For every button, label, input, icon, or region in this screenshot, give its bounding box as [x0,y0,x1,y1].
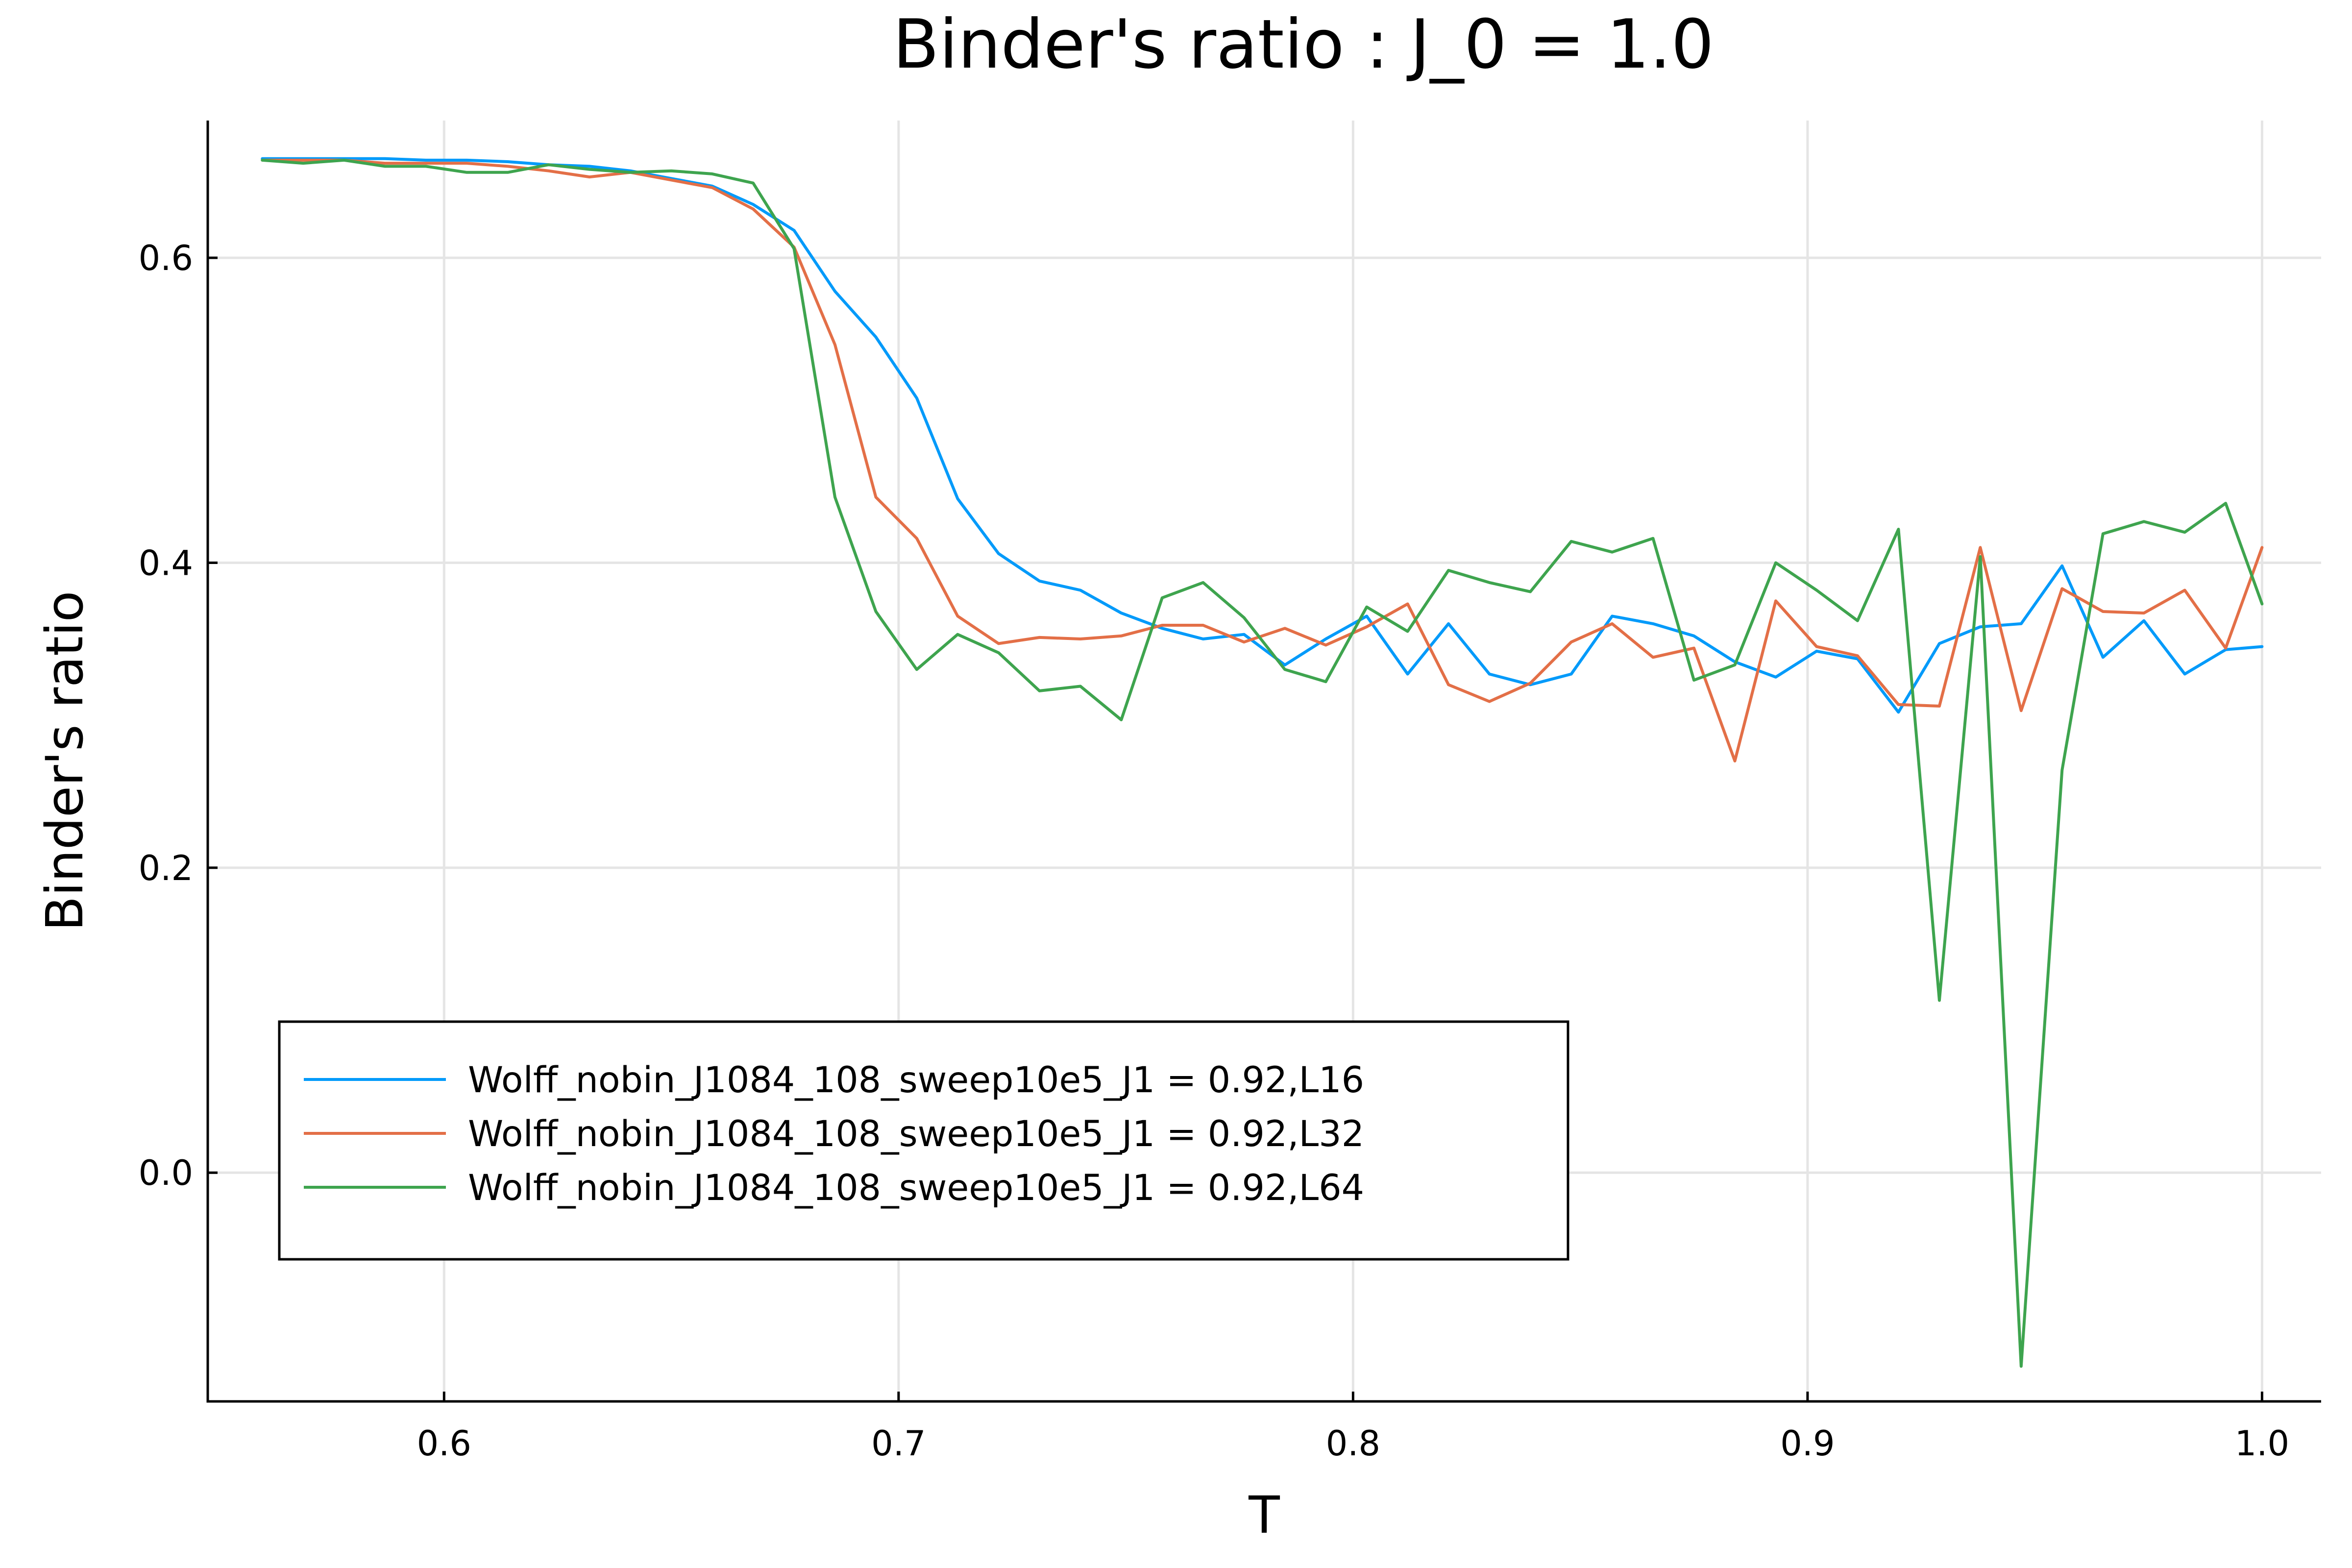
x-axis-label: T [1248,1485,1280,1545]
plot-frame [206,121,2321,1403]
legend-box [278,1020,1569,1261]
x-tick-label: 0.8 [1326,1423,1380,1464]
y-axis-label: Binder's ratio [35,591,95,931]
chart-title: Binder's ratio : J_0 = 1.0 [893,5,1714,84]
y-tick-label: 0.2 [139,848,193,888]
axes [206,121,2321,1403]
series-line-3 [261,158,2264,1368]
x-tick-label: 0.6 [417,1423,471,1464]
series-layer [261,157,2264,1368]
legend: Wolff_nobin_J1084_108_sweep10e5_J1 = 0.9… [278,1020,1569,1261]
y-tick-label: 0.6 [139,238,193,278]
x-tick-label: 1.0 [2235,1423,2289,1464]
y-tick-label: 0.0 [139,1153,193,1193]
y-tick-label: 0.4 [139,543,193,583]
legend-entry-label: Wolff_nobin_J1084_108_sweep10e5_J1 = 0.9… [468,1167,1364,1209]
legend-entry-label: Wolff_nobin_J1084_108_sweep10e5_J1 = 0.9… [468,1113,1364,1155]
series-line-2 [261,158,2264,762]
ticks: 0.6 0.7 0.8 0.9 1.0 0.0 0.2 0.4 0.6 [139,238,2289,1464]
x-tick-label: 0.9 [1780,1423,1835,1464]
series-line-1 [261,157,2264,714]
legend-entry-label: Wolff_nobin_J1084_108_sweep10e5_J1 = 0.9… [468,1059,1364,1101]
x-tick-label: 0.7 [871,1423,926,1464]
